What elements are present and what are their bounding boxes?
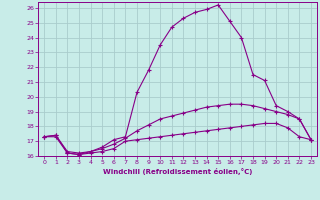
X-axis label: Windchill (Refroidissement éolien,°C): Windchill (Refroidissement éolien,°C) bbox=[103, 168, 252, 175]
